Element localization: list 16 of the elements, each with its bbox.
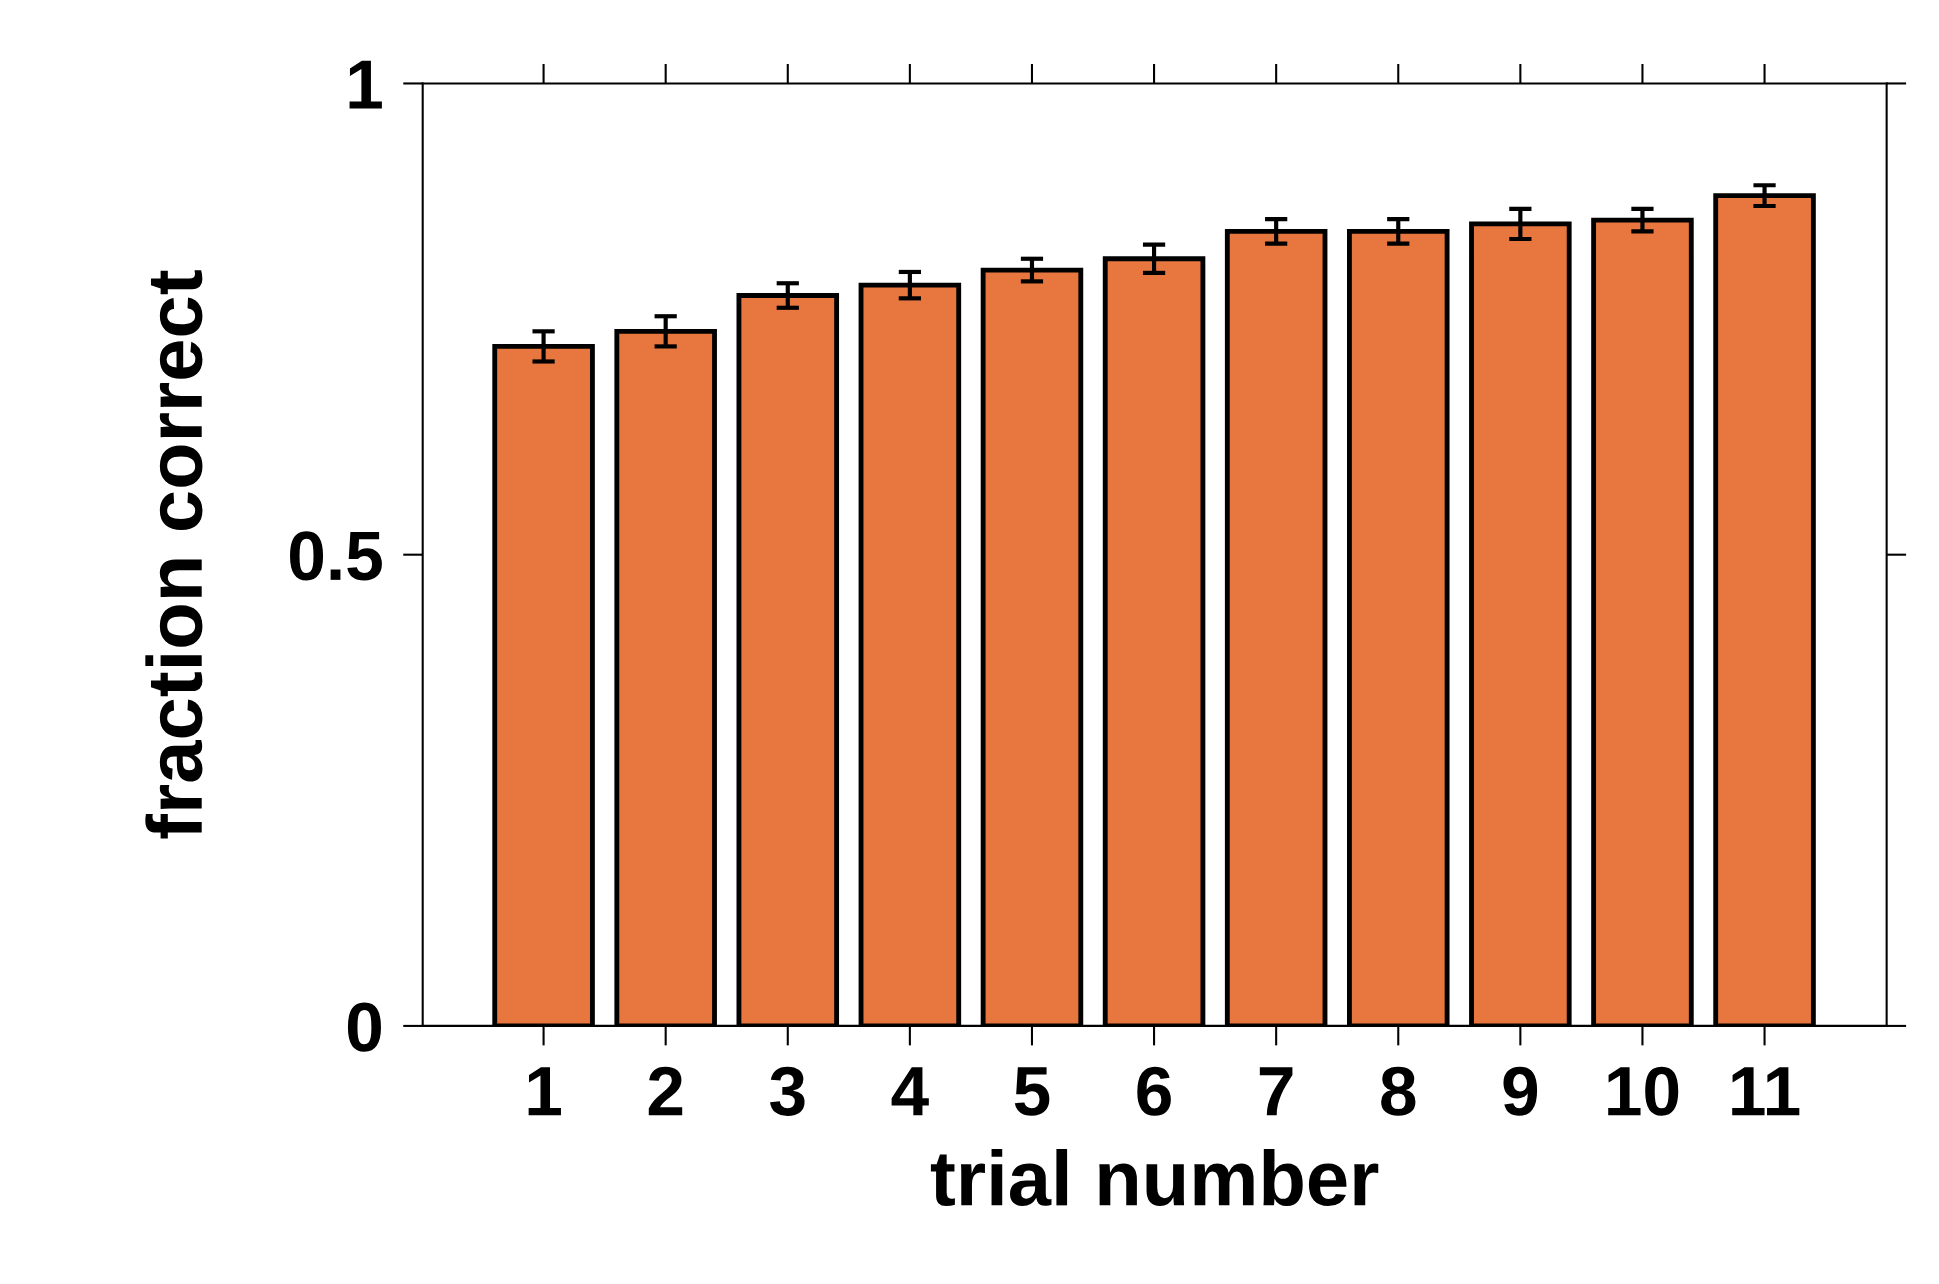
y-axis-title: fraction correct	[145, 270, 203, 839]
x-tick-label: 2	[648, 1066, 683, 1116]
x-tick-label: 11	[1732, 1067, 1800, 1116]
y-tick-label: 1	[349, 60, 382, 109]
x-tick-label: 9	[1503, 1066, 1538, 1116]
x-tick-label: 10	[1608, 1066, 1679, 1116]
x-tick-label: 1	[528, 1067, 561, 1116]
x-tick-label: 6	[1137, 1066, 1171, 1116]
x-tick-label: 5	[1014, 1067, 1050, 1116]
x-tick-label: 3	[770, 1066, 805, 1116]
y-tick-label: 0	[347, 1002, 381, 1052]
x-tick-label: 8	[1381, 1066, 1416, 1116]
x-tick-label: 7	[1259, 1067, 1293, 1116]
x-tick-label: 4	[891, 1067, 929, 1116]
x-axis-title: trial number	[930, 1148, 1379, 1207]
y-tick-label: 0.5	[290, 531, 382, 581]
